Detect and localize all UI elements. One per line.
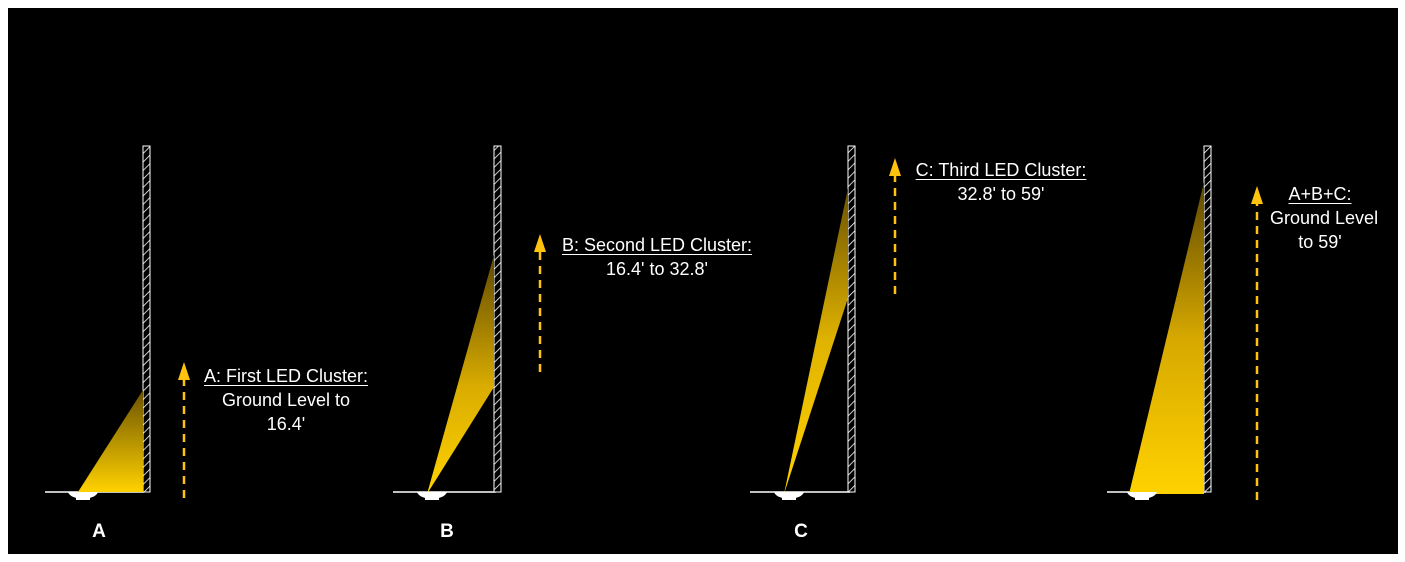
- fixture: [68, 492, 98, 499]
- panel-label-b: B: [440, 521, 454, 542]
- fixture: [417, 492, 447, 499]
- caption-b-title: B: Second LED Cluster:: [561, 235, 753, 255]
- caption-b: B: Second LED Cluster: 16.4' to 32.8': [552, 233, 762, 281]
- caption-abc-line2: Ground Level: [1270, 208, 1379, 228]
- panel-a: [45, 145, 190, 500]
- panel-b: [393, 145, 546, 500]
- panel-label-a: A: [92, 521, 106, 542]
- caption-abc-title: A+B+C:: [1288, 184, 1352, 204]
- caption-a-title: A: First LED Cluster:: [203, 366, 369, 386]
- panel-label-c: C: [794, 521, 808, 542]
- light-beam: [427, 255, 494, 494]
- wall: [1203, 145, 1212, 493]
- wall: [493, 145, 502, 493]
- caption-a: A: First LED Cluster: Ground Level to 16…: [196, 364, 376, 436]
- panel-c: [750, 145, 901, 500]
- fixture: [774, 492, 804, 499]
- caption-c: C: Third LED Cluster: 32.8' to 59': [906, 158, 1096, 206]
- caption-c-line2: 32.8' to 59': [957, 184, 1045, 204]
- arrow-head: [1251, 186, 1263, 204]
- caption-b-line2: 16.4' to 32.8': [606, 259, 708, 279]
- caption-abc-line3: to 59': [1298, 232, 1342, 252]
- diagram-svg: [45, 145, 1263, 500]
- diagram-canvas: A B C A: First LED Cluster: Ground Level…: [8, 8, 1398, 554]
- fixture: [1127, 492, 1157, 499]
- caption-c-title: C: Third LED Cluster:: [915, 160, 1087, 180]
- arrow-head: [178, 362, 190, 380]
- light-beam: [784, 188, 848, 494]
- light-beam: [78, 390, 143, 492]
- wall: [847, 145, 856, 493]
- panel-abc: [1107, 145, 1263, 500]
- arrow-head: [534, 234, 546, 252]
- wall: [142, 145, 151, 493]
- fixture-base: [782, 497, 796, 500]
- fixture-base: [1135, 497, 1149, 500]
- arrow-head: [889, 158, 901, 176]
- fixture-base: [425, 497, 439, 500]
- light-beam: [1129, 182, 1204, 494]
- caption-a-line2: Ground Level to: [221, 390, 351, 410]
- caption-a-line3: 16.4': [266, 414, 306, 434]
- caption-abc: A+B+C: Ground Level to 59': [1270, 182, 1379, 254]
- fixture-base: [76, 497, 90, 500]
